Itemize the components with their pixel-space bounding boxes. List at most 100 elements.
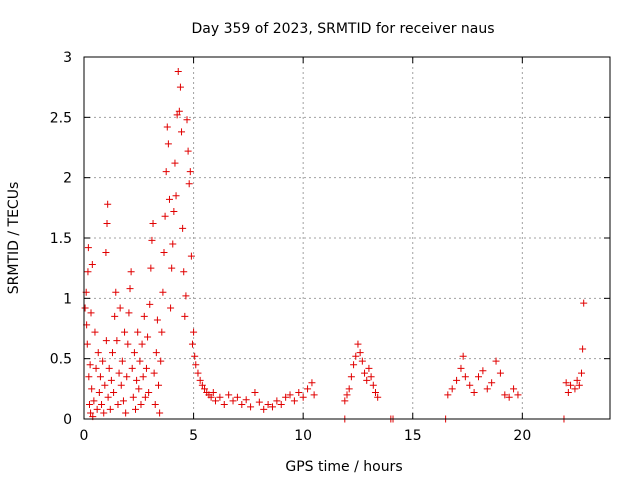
- data-point: [149, 220, 157, 228]
- data-point: [128, 364, 136, 372]
- data-points: [81, 67, 588, 423]
- data-point: [220, 401, 228, 409]
- data-point: [122, 409, 130, 417]
- data-point: [176, 83, 184, 91]
- chart-title: Day 359 of 2023, SRMTID for receiver nau…: [191, 21, 494, 37]
- data-point: [184, 147, 192, 155]
- y-tick-label: 1: [63, 291, 72, 307]
- data-point: [374, 393, 382, 401]
- data-point: [88, 261, 96, 269]
- data-point: [83, 340, 91, 348]
- data-point: [483, 385, 491, 393]
- data-point: [358, 357, 366, 365]
- data-point: [475, 373, 482, 381]
- data-point: [111, 312, 119, 320]
- y-tick-label: 0: [63, 412, 72, 428]
- data-point: [157, 357, 165, 365]
- data-point: [361, 369, 369, 377]
- data-point: [356, 349, 364, 357]
- data-point: [103, 220, 111, 228]
- x-tick-label: 5: [189, 428, 198, 444]
- data-point: [146, 300, 154, 308]
- data-point: [133, 376, 141, 384]
- data-point: [113, 337, 121, 345]
- data-point: [295, 388, 303, 396]
- data-point: [567, 381, 575, 389]
- data-point: [207, 393, 215, 401]
- data-point: [125, 309, 133, 317]
- data-point: [268, 403, 276, 411]
- data-point: [173, 111, 181, 119]
- data-point: [91, 328, 99, 336]
- data-point: [180, 268, 188, 276]
- data-point: [191, 352, 199, 360]
- data-point: [212, 397, 219, 405]
- data-point: [183, 116, 191, 124]
- data-point: [242, 396, 250, 404]
- x-tick-label: 0: [80, 428, 89, 444]
- data-point: [286, 391, 294, 399]
- data-point: [575, 381, 583, 389]
- data-point: [150, 369, 158, 377]
- data-point: [84, 268, 92, 276]
- data-point: [130, 349, 138, 357]
- data-point: [201, 385, 209, 393]
- data-point: [159, 288, 167, 296]
- data-point: [179, 224, 187, 232]
- data-point: [304, 385, 312, 393]
- data-point: [102, 337, 110, 345]
- data-point: [119, 397, 127, 405]
- data-point: [190, 328, 198, 336]
- data-point: [571, 385, 579, 393]
- data-point: [139, 373, 147, 381]
- data-point: [229, 397, 237, 405]
- data-point: [84, 244, 92, 252]
- data-point: [290, 397, 298, 405]
- data-point: [118, 357, 126, 365]
- data-point: [127, 268, 135, 276]
- data-point: [510, 385, 518, 393]
- data-point: [308, 379, 316, 387]
- x-tick-label: 15: [404, 428, 422, 444]
- data-point: [135, 385, 143, 393]
- data-point: [93, 405, 101, 413]
- data-point: [505, 393, 513, 401]
- axis-ticks: 0 5 10 15 20 0 0.5 1 1.5 2 2.5 3: [50, 50, 610, 444]
- data-point: [87, 309, 95, 317]
- data-point: [233, 393, 241, 401]
- data-point: [187, 252, 195, 260]
- data-point: [104, 200, 112, 208]
- data-point: [564, 388, 572, 396]
- data-point: [108, 349, 116, 357]
- data-point: [98, 401, 106, 409]
- data-point: [85, 401, 93, 409]
- data-point: [255, 398, 263, 406]
- data-point: [251, 388, 259, 396]
- data-point: [448, 385, 456, 393]
- data-point: [186, 168, 194, 176]
- y-tick-label: 3: [63, 50, 72, 66]
- data-point: [112, 288, 120, 296]
- data-point: [124, 340, 132, 348]
- data-point: [126, 285, 134, 293]
- data-point: [86, 361, 94, 369]
- data-point: [165, 195, 173, 203]
- data-point: [90, 397, 98, 405]
- data-point: [117, 381, 125, 389]
- data-point: [94, 349, 102, 357]
- data-point: [161, 212, 169, 220]
- data-point: [147, 264, 155, 272]
- data-point: [171, 159, 179, 167]
- data-point: [514, 391, 522, 399]
- data-point: [141, 393, 149, 401]
- data-point: [192, 361, 200, 369]
- data-point: [81, 304, 89, 312]
- data-point: [169, 240, 177, 248]
- data-point: [107, 376, 115, 384]
- data-point: [367, 373, 375, 381]
- data-point: [100, 409, 108, 417]
- data-point: [492, 357, 500, 365]
- data-point: [114, 401, 122, 409]
- data-point: [247, 403, 255, 411]
